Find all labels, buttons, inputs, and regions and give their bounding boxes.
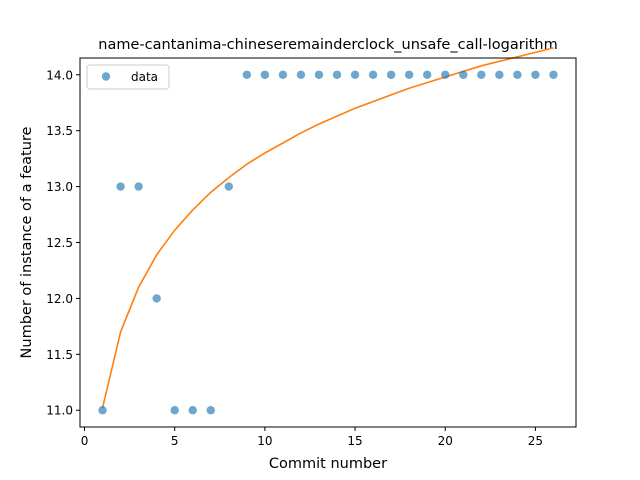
data-point — [296, 70, 306, 79]
legend-box — [86, 64, 170, 90]
data-point — [170, 406, 179, 415]
plot-area — [80, 58, 576, 427]
data-point — [404, 70, 414, 79]
x-axis-label: Commit number — [269, 456, 387, 472]
data-point — [459, 70, 468, 79]
legend: data — [86, 64, 170, 90]
y-tick-label: 13.5 — [46, 124, 73, 138]
data-point — [531, 70, 540, 79]
y-tick-label: 11.0 — [46, 404, 73, 418]
data-point — [224, 182, 233, 191]
data-point — [152, 294, 161, 303]
y-tick-label: 14.0 — [46, 68, 73, 82]
y-tick-label: 13.0 — [46, 180, 73, 194]
data-point — [116, 182, 125, 191]
x-tick-label: 20 — [438, 434, 453, 448]
chart-title: name-cantanima-chineseremainderclock_uns… — [98, 37, 557, 53]
plot-frame — [79, 57, 577, 428]
data-point — [188, 406, 197, 415]
y-tick-label: 12.5 — [46, 236, 73, 250]
x-tick-label: 5 — [171, 434, 179, 448]
x-tick-label: 15 — [347, 434, 362, 448]
data-point — [495, 70, 504, 79]
x-tick-label: 10 — [257, 434, 272, 448]
data-point — [260, 70, 270, 79]
data-point — [441, 70, 450, 79]
data-point — [242, 70, 252, 79]
x-tick-label: 0 — [81, 434, 89, 448]
data-point — [477, 70, 486, 79]
data-point — [134, 182, 143, 191]
data-point — [98, 406, 107, 415]
data-point — [206, 406, 215, 415]
y-tick-label: 12.0 — [46, 292, 73, 306]
y-axis-label: Number of instance of a feature — [19, 126, 35, 358]
data-point — [513, 70, 522, 79]
x-tick-label: 25 — [528, 434, 543, 448]
data-point — [368, 70, 378, 79]
fit-line — [101, 47, 554, 409]
data-point — [549, 70, 558, 79]
data-point — [350, 70, 360, 79]
data-point — [314, 70, 324, 79]
legend-label: data — [131, 70, 158, 84]
data-point — [423, 70, 432, 79]
data-point — [278, 70, 288, 79]
legend-marker — [101, 72, 111, 81]
data-point — [332, 70, 342, 79]
data-point — [386, 70, 396, 79]
y-tick-label: 11.5 — [46, 348, 73, 362]
